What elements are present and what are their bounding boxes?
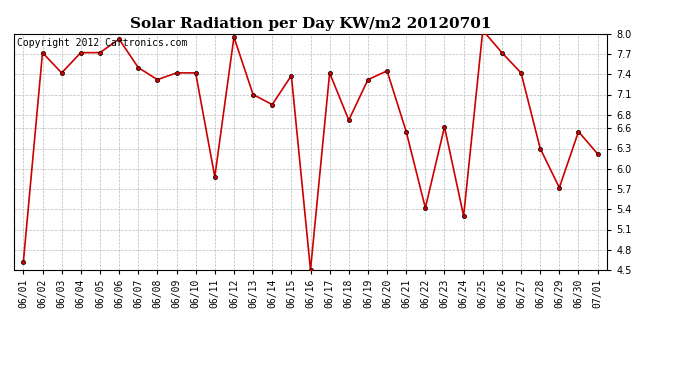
Text: Copyright 2012 Cartronics.com: Copyright 2012 Cartronics.com — [17, 39, 187, 48]
Title: Solar Radiation per Day KW/m2 20120701: Solar Radiation per Day KW/m2 20120701 — [130, 17, 491, 31]
